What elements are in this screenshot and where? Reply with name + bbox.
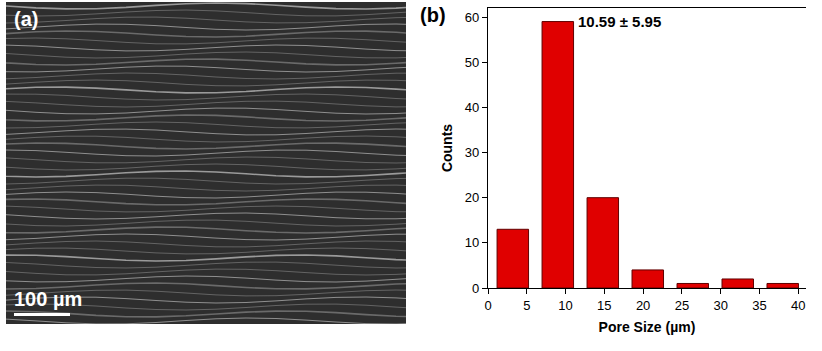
svg-text:50: 50 xyxy=(465,55,479,70)
svg-text:35: 35 xyxy=(752,298,766,313)
svg-text:0: 0 xyxy=(484,298,491,313)
svg-text:15: 15 xyxy=(597,298,611,313)
svg-text:30: 30 xyxy=(465,145,479,160)
svg-text:10: 10 xyxy=(465,235,479,250)
svg-text:10: 10 xyxy=(558,298,572,313)
svg-text:40: 40 xyxy=(465,100,479,115)
svg-text:40: 40 xyxy=(791,298,805,313)
svg-text:5: 5 xyxy=(523,298,530,313)
svg-text:20: 20 xyxy=(465,190,479,205)
svg-text:20: 20 xyxy=(636,298,650,313)
svg-text:60: 60 xyxy=(465,10,479,25)
svg-text:Counts: Counts xyxy=(439,124,455,172)
html-text:100 µm: 100 µm xyxy=(14,288,83,310)
svg-text:30: 30 xyxy=(713,298,727,313)
html-text:(a): (a) xyxy=(14,8,39,30)
svg-text:Pore Size (µm): Pore Size (µm) xyxy=(599,319,696,335)
svg-text:25: 25 xyxy=(675,298,689,313)
svg-text:10.59 ± 5.95: 10.59 ± 5.95 xyxy=(578,13,661,30)
html-text:(b): (b) xyxy=(420,4,446,26)
svg-text:0: 0 xyxy=(472,281,479,296)
